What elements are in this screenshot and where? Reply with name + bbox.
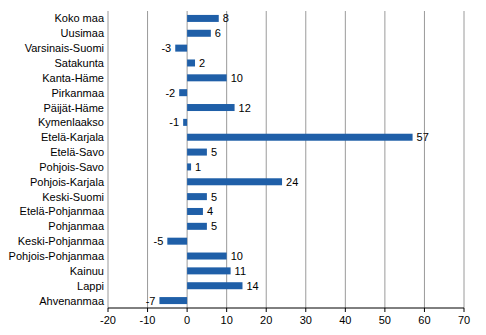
tick-mark <box>108 308 109 312</box>
tick-label: 70 <box>458 314 470 326</box>
category-label: Koko maa <box>54 12 104 24</box>
tick-label: 60 <box>418 314 430 326</box>
grid-line <box>305 11 306 308</box>
category-label: Keski-Suomi <box>42 191 104 203</box>
bar <box>187 59 195 66</box>
grid-line <box>266 11 267 308</box>
data-label: 11 <box>235 265 246 277</box>
category-label: Satakunta <box>54 57 104 69</box>
category-label: Etelä-Karjala <box>41 131 105 143</box>
grid-line <box>424 11 425 308</box>
bar <box>187 149 207 156</box>
tick-mark <box>147 308 148 312</box>
data-label: 14 <box>246 280 258 292</box>
grid-line <box>384 11 385 308</box>
tick-label: -20 <box>100 314 116 326</box>
bar <box>167 238 187 245</box>
bar <box>175 45 187 52</box>
data-label: 10 <box>231 72 243 84</box>
tick-label: 40 <box>339 314 351 326</box>
tick-label: 20 <box>260 314 272 326</box>
tick-mark <box>305 308 306 312</box>
bar <box>187 178 282 185</box>
bar <box>187 74 227 81</box>
category-label: Keski-Pohjanmaa <box>18 235 105 247</box>
data-label: 4 <box>207 205 213 217</box>
data-label: -3 <box>161 42 171 54</box>
category-label: Kainuu <box>70 265 104 277</box>
bars <box>159 15 412 304</box>
tick-mark <box>384 308 385 312</box>
data-label: 5 <box>211 220 217 232</box>
data-label: -7 <box>146 295 156 307</box>
tick-label: 30 <box>300 314 312 326</box>
category-label: Etelä-Savo <box>50 146 104 158</box>
bar <box>187 208 203 215</box>
category-label: Lappi <box>77 280 104 292</box>
grid-line <box>226 11 227 308</box>
bar <box>187 193 207 200</box>
grid-line <box>345 11 346 308</box>
grid-line <box>464 11 465 308</box>
data-label: 5 <box>211 146 217 158</box>
category-label: Pohjois-Savo <box>39 161 104 173</box>
data-label: 10 <box>231 250 243 262</box>
data-label: 6 <box>215 27 221 39</box>
category-label: Varsinais-Suomi <box>25 42 104 54</box>
tick-label: 10 <box>221 314 233 326</box>
tick-label: 0 <box>184 314 190 326</box>
category-label: Etelä-Pohjanmaa <box>20 205 105 217</box>
category-label: Pirkanmaa <box>51 87 104 99</box>
category-label: Päijät-Häme <box>43 102 104 114</box>
category-label: Pohjanmaa <box>48 220 105 232</box>
data-label: 2 <box>199 57 205 69</box>
tick-mark <box>266 308 267 312</box>
category-label: Pohjois-Pohjanmaa <box>9 250 105 262</box>
tick-label: -10 <box>140 314 156 326</box>
bar <box>187 104 234 111</box>
tick-mark <box>424 308 425 312</box>
data-label: 12 <box>239 102 251 114</box>
bar <box>187 282 242 289</box>
bar <box>187 134 412 141</box>
data-label: -2 <box>165 87 175 99</box>
data-label: -5 <box>154 235 164 247</box>
data-label: 57 <box>417 131 429 143</box>
data-label: 8 <box>223 12 229 24</box>
tick-mark <box>226 308 227 312</box>
bar <box>179 89 187 96</box>
bar <box>187 253 227 260</box>
data-label: -1 <box>169 116 179 128</box>
bar <box>159 297 187 304</box>
grid-line <box>187 11 188 308</box>
grid-line <box>147 11 148 308</box>
bar <box>187 163 191 170</box>
category-label: Pohjois-Karjala <box>30 176 105 188</box>
category-label: Ahvenanmaa <box>39 295 105 307</box>
bar <box>187 15 219 22</box>
data-label: 24 <box>286 176 298 188</box>
tick-mark <box>464 308 465 312</box>
grid <box>108 11 464 312</box>
category-label: Kanta-Häme <box>42 72 104 84</box>
category-label: Uusimaa <box>61 27 105 39</box>
bar <box>187 30 211 37</box>
bar <box>187 267 231 274</box>
tick-mark <box>187 308 188 312</box>
grid-line <box>108 11 109 308</box>
tick-mark <box>345 308 346 312</box>
data-label: 5 <box>211 191 217 203</box>
category-label: Kymenlaakso <box>38 116 104 128</box>
bar <box>183 119 187 126</box>
chart: -20 -10 0 10 20 30 40 50 60 70 Koko maa Uusimaa Vars… <box>0 0 486 335</box>
data-label: 1 <box>195 161 201 173</box>
bar <box>187 223 207 230</box>
x-axis-line <box>108 308 464 309</box>
tick-label: 50 <box>379 314 391 326</box>
